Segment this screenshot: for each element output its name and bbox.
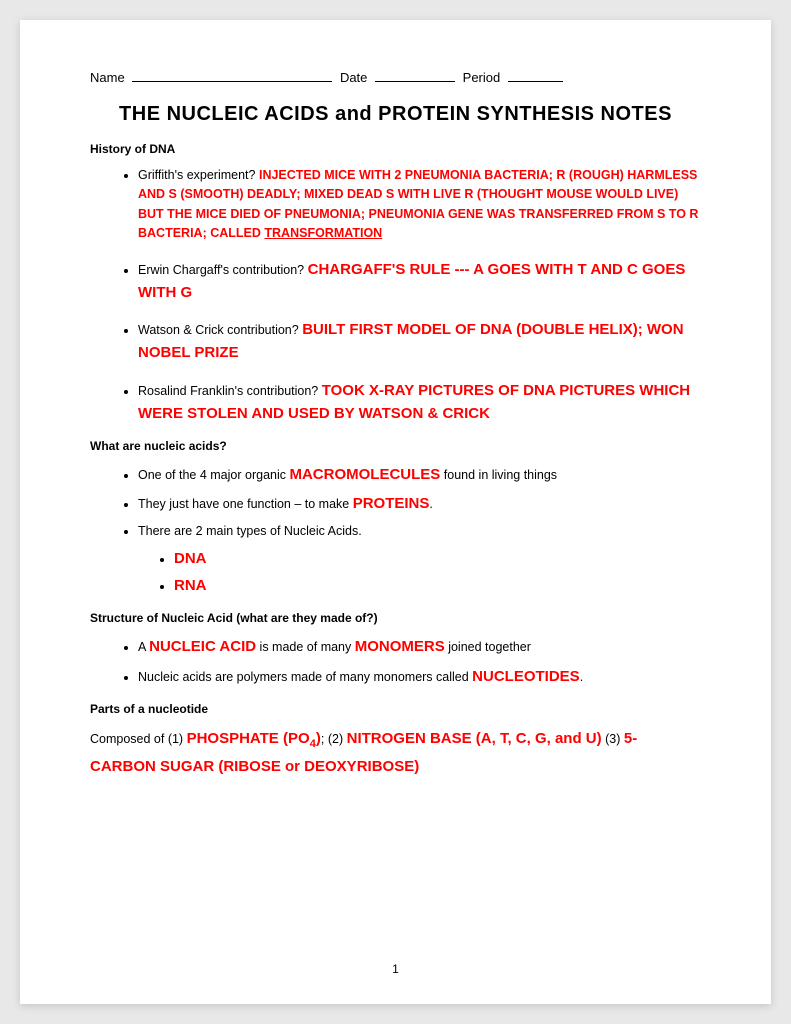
document-page: Name Date Period THE NUCLEIC ACIDS and P… bbox=[20, 20, 771, 1004]
sub-rna: RNA bbox=[174, 574, 701, 597]
history-list: Griffith's experiment? INJECTED MICE WIT… bbox=[90, 166, 701, 425]
date-blank bbox=[375, 81, 455, 82]
whatare-list: One of the 4 major organic MACROMOLECULE… bbox=[90, 463, 701, 597]
section-history-heading: History of DNA bbox=[90, 142, 701, 156]
name-blank bbox=[132, 81, 332, 82]
structure-list: A NUCLEIC ACID is made of many MONOMERS … bbox=[90, 635, 701, 688]
nitrogen-base-text: NITROGEN BASE (A, T, C, G, and U) bbox=[347, 730, 602, 747]
bullet-nucleotides: Nucleic acids are polymers made of many … bbox=[138, 665, 701, 688]
bullet-griffith: Griffith's experiment? INJECTED MICE WIT… bbox=[138, 166, 701, 244]
sub-dna: DNA bbox=[174, 547, 701, 570]
watson-question: Watson & Crick contribution? bbox=[138, 323, 299, 337]
bullet-proteins: They just have one function – to make PR… bbox=[138, 492, 701, 515]
bullet-franklin: Rosalind Franklin's contribution? TOOK X… bbox=[138, 379, 701, 426]
page-title: THE NUCLEIC ACIDS and PROTEIN SYNTHESIS … bbox=[90, 103, 701, 126]
bullet-macromolecules: One of the 4 major organic MACROMOLECULE… bbox=[138, 463, 701, 486]
period-blank bbox=[508, 81, 563, 82]
bullet-types: There are 2 main types of Nucleic Acids.… bbox=[138, 522, 701, 598]
section-whatare-heading: What are nucleic acids? bbox=[90, 439, 701, 453]
section-parts-heading: Parts of a nucleotide bbox=[90, 702, 701, 716]
griffith-question: Griffith's experiment? bbox=[138, 168, 255, 182]
bullet-chargaff: Erwin Chargaff's contribution? CHARGAFF'… bbox=[138, 258, 701, 305]
section-structure-heading: Structure of Nucleic Acid (what are they… bbox=[90, 611, 701, 625]
header-fields: Name Date Period bbox=[90, 70, 701, 85]
bullet-watson: Watson & Crick contribution? BUILT FIRST… bbox=[138, 318, 701, 365]
types-sublist: DNA RNA bbox=[138, 547, 701, 598]
phosphate-text: PHOSPHATE (PO4) bbox=[187, 730, 321, 747]
date-label: Date bbox=[340, 70, 367, 85]
name-label: Name bbox=[90, 70, 125, 85]
bullet-nucleic-acid: A NUCLEIC ACID is made of many MONOMERS … bbox=[138, 635, 701, 658]
franklin-question: Rosalind Franklin's contribution? bbox=[138, 384, 318, 398]
page-number: 1 bbox=[20, 962, 771, 976]
period-label: Period bbox=[463, 70, 501, 85]
chargaff-question: Erwin Chargaff's contribution? bbox=[138, 263, 304, 277]
parts-composition: Composed of (1) PHOSPHATE (PO4); (2) NIT… bbox=[90, 726, 701, 780]
